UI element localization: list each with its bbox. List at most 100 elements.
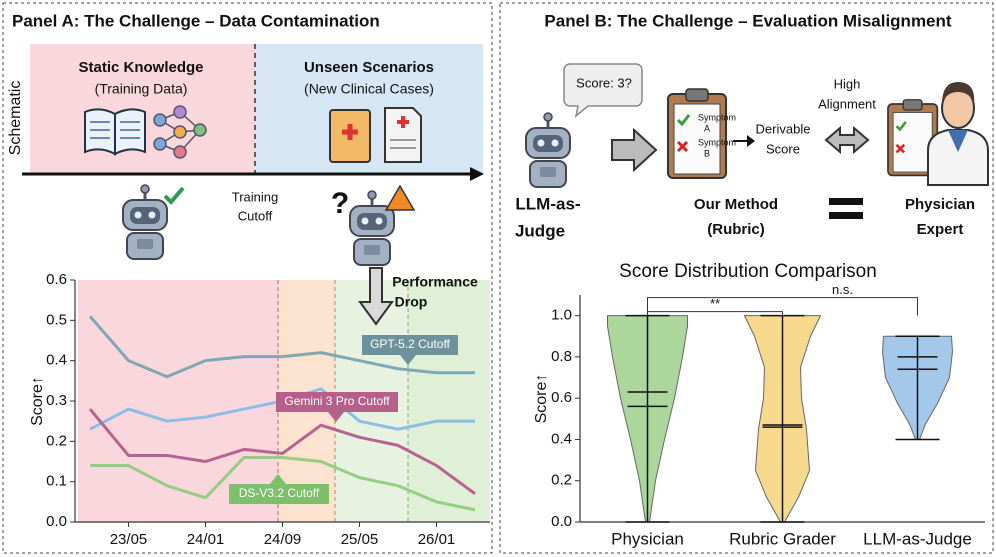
network-icon-part (173, 105, 187, 119)
network-icon-part (153, 137, 167, 151)
speech-bubble (563, 63, 643, 118)
annotations: Performance Drop GPT-5.2 Cutoff Gemini 3… (229, 267, 478, 504)
annotation-box (362, 335, 458, 355)
x-tick-label: 23/05 (110, 531, 148, 548)
y-tick-label: 1.0 (551, 307, 572, 324)
annotation-box (229, 484, 329, 504)
y-tick-label: 0.4 (46, 352, 67, 369)
alignment-label: Alignment (818, 96, 876, 111)
check-mark (163, 186, 185, 205)
x-tick-label: Physician (611, 529, 684, 548)
panel-title: Panel A: The Challenge – Data Contaminat… (12, 11, 380, 30)
y-tick-label: 0.2 (551, 472, 572, 489)
annotation: DS-V3.2 Cutoff (239, 486, 320, 500)
flow-arrow (611, 127, 658, 173)
equals-sign (829, 198, 863, 205)
unseen-subtitle: (New Clinical Cases) (304, 81, 434, 97)
x-tick-label: 24/09 (264, 531, 302, 548)
annotation: GPT-5.2 Cutoff (370, 337, 450, 351)
symptom: Symptom (698, 112, 736, 122)
robot-unseen (348, 189, 396, 267)
annotation-box (276, 392, 398, 412)
y-tick-label: 0.3 (46, 392, 67, 409)
judge-robot (524, 111, 572, 189)
drop-arrow (358, 267, 394, 326)
cutoff-label: Training (232, 189, 278, 204)
y-tick-label: 0.5 (46, 311, 67, 328)
judge-label: LLM-as- (515, 194, 580, 213)
series-line (88, 315, 475, 379)
y-tick-label: 0.2 (46, 432, 67, 449)
book-icon-part (90, 121, 140, 139)
y-tick-label: 0.8 (551, 348, 572, 365)
question-mark: ? (331, 187, 349, 220)
y-axis-label: Score↑ (533, 374, 550, 424)
y-tick-label: 0.6 (551, 389, 572, 406)
derivable-label: Score (766, 141, 800, 156)
significance-label: n.s. (832, 282, 853, 297)
doctor-icon (927, 82, 989, 186)
timeline-arrowhead (470, 167, 484, 181)
equals-sign (829, 212, 863, 219)
drop-label: Drop (395, 294, 428, 310)
bubble-text: Score: 3? (576, 75, 632, 90)
network-icon-part (173, 145, 187, 159)
panel-border (499, 2, 994, 554)
side-label: Schematic (7, 81, 24, 156)
training-zone (30, 44, 255, 174)
static-subtitle: (Training Data) (95, 81, 188, 97)
panel-border (2, 2, 493, 554)
chart-title: Score Distribution Comparison (619, 261, 877, 282)
symptom: A (704, 123, 710, 133)
clinical-icon-part (390, 139, 416, 149)
double-arrow (824, 125, 870, 155)
zone-pre (78, 280, 278, 522)
derivable-label: Derivable (756, 121, 811, 136)
unseen-title: Unseen Scenarios (304, 59, 434, 76)
y-tick-label: 0.4 (551, 430, 572, 447)
book-icon-part (84, 108, 116, 156)
panel-title: Panel B: The Challenge – Evaluation Misa… (544, 11, 951, 30)
series-line (88, 408, 476, 495)
symptom: B (704, 148, 710, 158)
flow-arrow (733, 135, 755, 147)
annotation: Gemini 3 Pro Cutoff (284, 394, 390, 408)
doctor-icon-part (942, 82, 975, 104)
network-icon-part (153, 113, 167, 127)
network-icon-part (193, 123, 207, 137)
network-icon-part (173, 125, 187, 139)
clinical-icon-part (397, 116, 409, 128)
book-icon-part (114, 108, 146, 156)
symptom: Symptom (698, 137, 736, 147)
network-icon (153, 105, 207, 159)
series-line (90, 455, 476, 512)
clinical-icon-part (342, 124, 358, 140)
method-label: (Rubric) (707, 221, 765, 238)
x-tick-label: 25/05 (341, 531, 379, 548)
annotation-pointer (400, 355, 416, 365)
x-tick-label: LLM-as-Judge (863, 529, 972, 548)
significance-label: ** (710, 296, 720, 311)
method-label: Our Method (694, 196, 778, 213)
y-tick-label: 0.0 (551, 513, 572, 530)
expert-label: Physician (905, 196, 975, 213)
static-title: Static Knowledge (78, 59, 203, 76)
y-tick-label: 0.1 (46, 473, 67, 490)
doctor-icon-part (948, 130, 968, 152)
clinical-icon (329, 107, 422, 163)
annotation-pointer (328, 412, 344, 422)
y-tick-label: 0.0 (46, 513, 67, 530)
x-tick-label: Rubric Grader (729, 529, 836, 548)
alignment-label: High (834, 76, 861, 91)
drop-label: Performance (392, 274, 478, 290)
robot-trained (121, 183, 169, 261)
annotation-pointer (270, 474, 286, 484)
x-tick-label: 24/01 (187, 531, 225, 548)
y-tick-label: 0.6 (46, 271, 67, 288)
x-tick-label: 26/01 (418, 531, 456, 548)
expert-label: Expert (917, 221, 964, 238)
judge-label: Judge (515, 221, 565, 240)
